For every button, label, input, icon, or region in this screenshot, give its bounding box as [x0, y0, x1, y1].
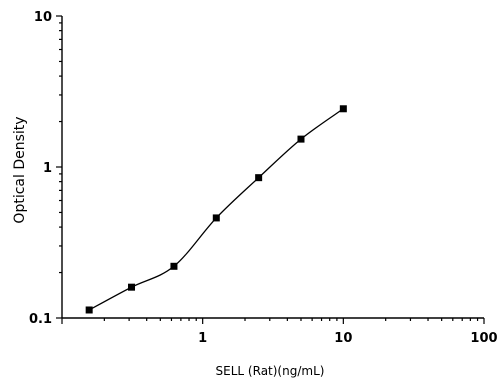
ticks: 1 10 100 0.1 1 10 — [29, 10, 498, 346]
data-point — [128, 283, 136, 291]
data-point — [170, 262, 178, 270]
y-tick-label: 0.1 — [29, 312, 52, 327]
data-point — [85, 306, 93, 314]
x-axis-title: SELL (Rat)(ng/mL) — [216, 364, 325, 378]
y-axis-title: Optical Density — [12, 116, 28, 223]
y-tick-label: 1 — [43, 161, 52, 176]
x-tick-label: 1 — [198, 331, 207, 346]
data-point — [212, 214, 220, 222]
x-tick-label: 10 — [334, 331, 352, 346]
fit-curve-layer — [88, 108, 344, 311]
y-tick-label: 10 — [34, 10, 52, 25]
x-tick-label: 100 — [470, 331, 497, 346]
axes — [61, 16, 484, 319]
data-points — [85, 105, 347, 314]
data-point — [297, 135, 305, 143]
data-point — [255, 174, 263, 182]
fit-curve — [88, 108, 344, 311]
data-point — [339, 105, 347, 113]
